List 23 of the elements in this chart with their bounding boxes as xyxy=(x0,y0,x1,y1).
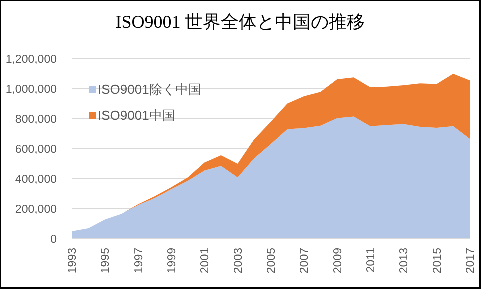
x-tick-label: 2013 xyxy=(398,248,411,274)
x-tick-label: 2003 xyxy=(232,248,245,274)
y-tick-label: 600,000 xyxy=(15,144,57,156)
y-tick-label: 0 xyxy=(50,234,57,246)
y-tick-label: 1,000,000 xyxy=(6,84,57,96)
x-tick-label: 2011 xyxy=(366,248,378,273)
legend-label: ISO9001除く中国 xyxy=(98,82,202,97)
x-tick-label: 2015 xyxy=(432,248,444,274)
chart-title: ISO9001 世界全体と中国の推移 xyxy=(116,12,366,32)
x-tick-label: 2017 xyxy=(465,248,477,274)
y-tick-label: 200,000 xyxy=(15,204,57,216)
y-tick-label: 800,000 xyxy=(15,114,57,126)
x-tick-label: 1995 xyxy=(100,248,112,274)
x-tick-label: 2009 xyxy=(332,248,344,274)
x-tick-label: 1997 xyxy=(133,248,146,274)
x-tick-label: 1999 xyxy=(166,248,178,274)
x-tick-label: 2007 xyxy=(299,248,312,274)
y-tick-label: 400,000 xyxy=(15,174,57,186)
x-tick-label: 1993 xyxy=(67,248,79,274)
x-tick-label: 2001 xyxy=(200,248,212,274)
y-tick-label: 1,200,000 xyxy=(6,54,57,66)
legend-label: ISO9001中国 xyxy=(98,108,176,123)
x-tick-label: 2005 xyxy=(266,248,278,274)
